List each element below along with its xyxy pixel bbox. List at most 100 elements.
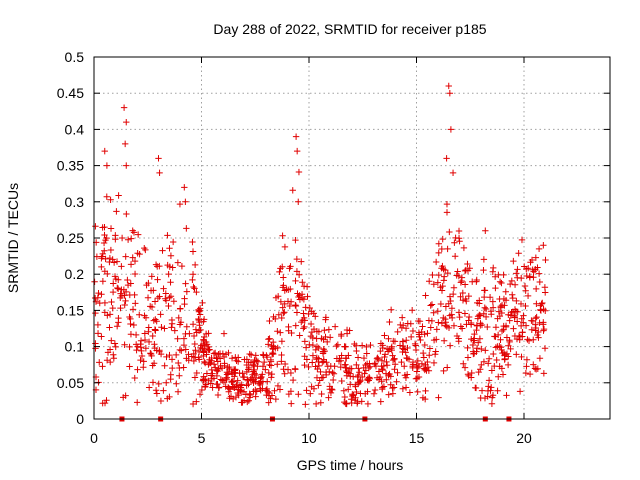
data-point (142, 345, 150, 352)
data-point (528, 256, 536, 264)
data-point (202, 381, 210, 388)
data-point (296, 332, 303, 339)
data-point (366, 360, 373, 367)
data-point (301, 353, 308, 360)
data-point (515, 250, 522, 257)
data-point (123, 118, 130, 126)
data-points (91, 82, 549, 408)
y-tick-label: 0.15 (57, 302, 84, 318)
x-tick-label: 20 (516, 430, 532, 446)
data-point (473, 278, 480, 285)
data-point (289, 376, 297, 384)
data-point (429, 271, 436, 279)
data-point (356, 369, 363, 376)
data-point (345, 386, 352, 393)
data-point (245, 364, 253, 372)
data-point (144, 294, 152, 301)
data-point (366, 363, 374, 370)
data-point (461, 364, 469, 371)
x-axis-label: GPS time / hours (297, 457, 404, 473)
data-point (167, 252, 175, 259)
data-point (540, 325, 548, 333)
data-point (518, 353, 525, 361)
data-point (133, 346, 140, 354)
data-point (541, 345, 549, 352)
data-point (426, 345, 434, 352)
data-point (485, 355, 493, 362)
data-point (431, 351, 439, 358)
data-point (279, 232, 286, 239)
data-point (268, 370, 276, 378)
data-point (315, 328, 323, 335)
data-point (292, 322, 299, 329)
data-point (496, 278, 504, 285)
data-point (326, 334, 334, 341)
data-point (288, 400, 295, 407)
data-point (444, 364, 451, 371)
data-point (292, 236, 299, 244)
data-point (111, 273, 119, 280)
data-point (448, 311, 455, 318)
data-point (247, 391, 254, 399)
data-point (143, 281, 150, 289)
data-point (145, 338, 153, 346)
data-point (481, 394, 489, 402)
data-point (109, 288, 117, 296)
data-point (137, 356, 144, 364)
data-point (542, 256, 549, 264)
data-point (473, 345, 481, 352)
y-tick-label: 0.1 (65, 339, 85, 355)
data-point (484, 323, 491, 331)
data-point (174, 388, 182, 395)
data-point (94, 321, 102, 329)
data-point (379, 366, 386, 373)
data-point (346, 370, 354, 377)
data-point (309, 359, 316, 366)
data-point (219, 377, 226, 384)
data-point (377, 398, 384, 405)
data-point (362, 367, 370, 374)
data-point (472, 384, 479, 391)
data-point (372, 362, 380, 370)
data-point (444, 269, 451, 277)
data-point (513, 270, 520, 277)
data-point (265, 392, 273, 399)
data-point (292, 133, 300, 140)
data-point (141, 244, 148, 252)
data-point (300, 325, 307, 332)
data-point (404, 355, 411, 362)
data-point (266, 317, 273, 325)
data-point (494, 387, 501, 394)
data-point (536, 278, 543, 286)
data-point (285, 327, 292, 334)
data-point (243, 382, 250, 389)
data-point (439, 235, 446, 243)
data-point (503, 392, 510, 399)
data-point (455, 338, 462, 345)
data-point (313, 356, 320, 363)
y-tick-label: 0.45 (57, 85, 84, 101)
data-point (295, 198, 302, 205)
chart-title: Day 288 of 2022, SRMTID for receiver p18… (213, 21, 486, 37)
data-point (464, 344, 471, 352)
data-point (268, 374, 275, 381)
data-point (386, 318, 393, 326)
data-point (275, 311, 283, 318)
data-point (96, 299, 103, 307)
data-point (199, 299, 206, 307)
data-point (535, 328, 542, 336)
data-point (404, 344, 411, 352)
data-point (91, 278, 98, 286)
data-point (189, 271, 197, 278)
data-point (280, 365, 287, 373)
data-point (151, 341, 158, 348)
data-point (98, 255, 105, 262)
data-point (509, 291, 516, 298)
data-point (499, 371, 507, 378)
data-point (325, 326, 333, 333)
data-point (331, 362, 338, 370)
data-point (461, 310, 469, 317)
data-point (438, 245, 445, 253)
data-point (451, 253, 459, 260)
data-point (355, 379, 363, 386)
